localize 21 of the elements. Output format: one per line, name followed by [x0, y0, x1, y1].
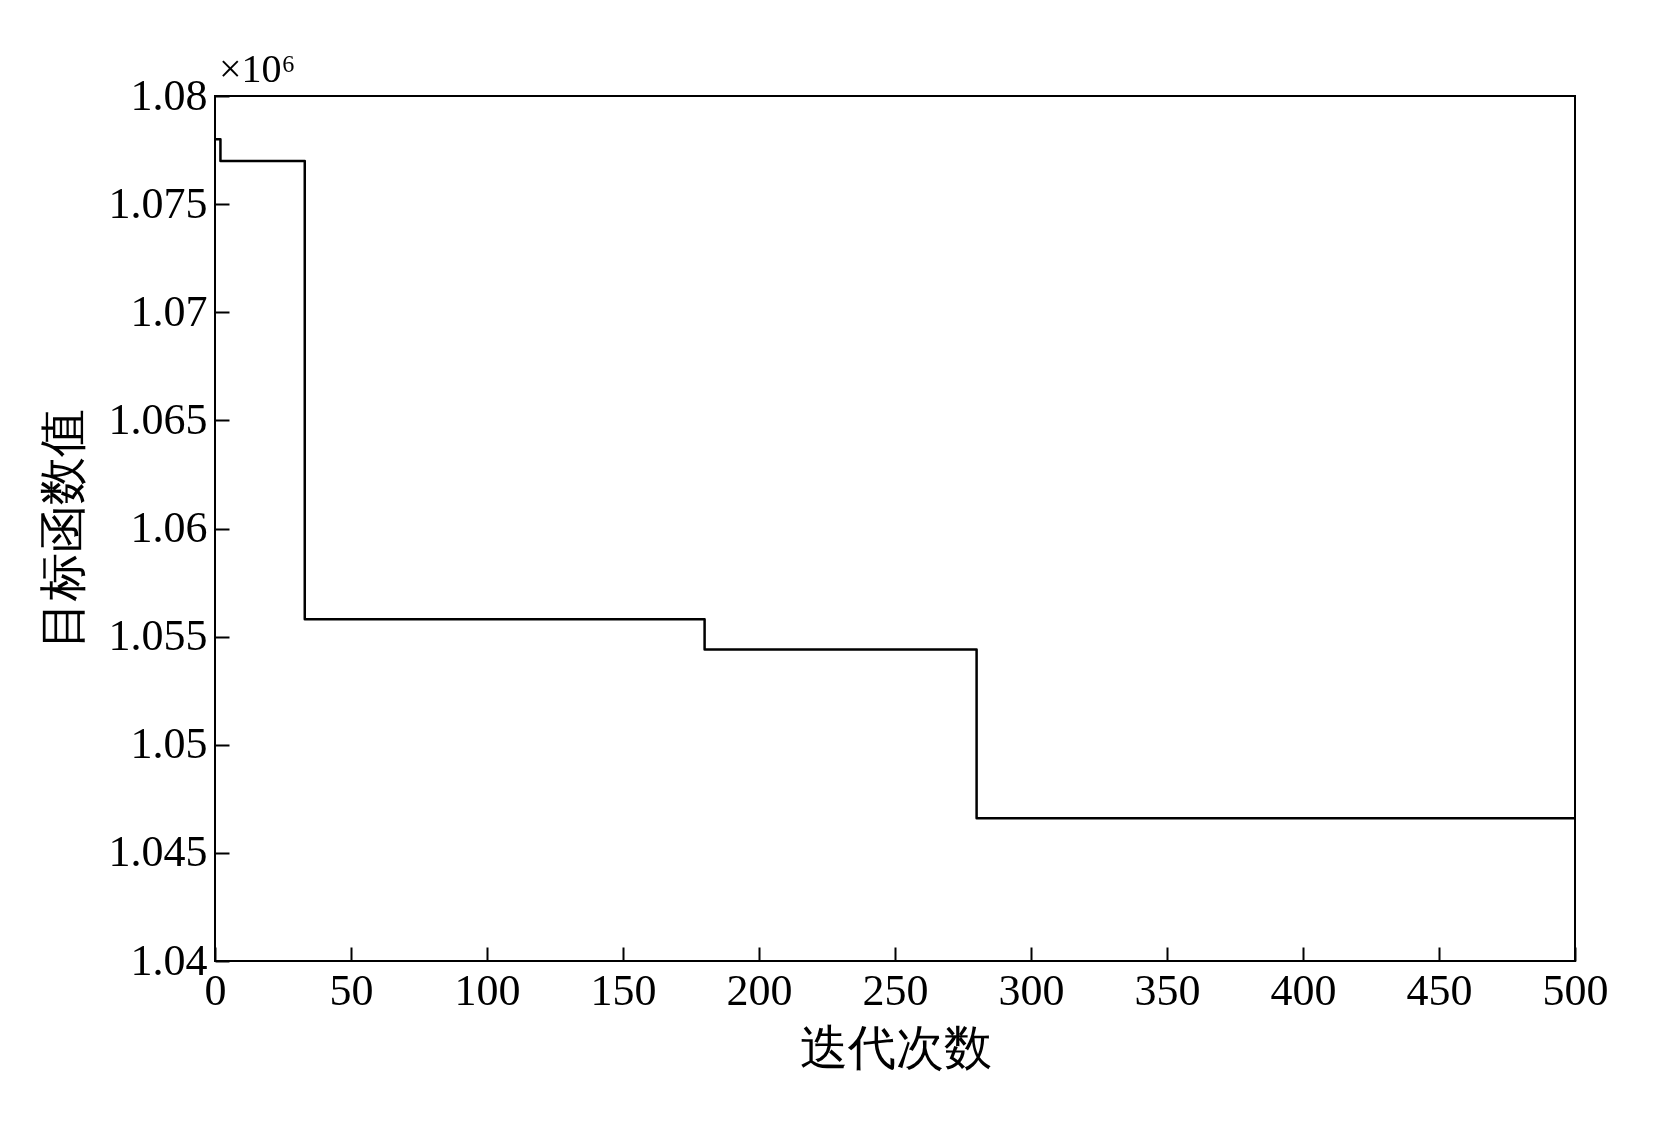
x-tick-label: 450: [1406, 965, 1473, 1015]
x-tick-label: 200: [726, 965, 793, 1015]
y-tick-label: 1.08: [130, 70, 208, 120]
y-tick-label: 1.075: [108, 178, 208, 228]
y-tick-label: 1.05: [130, 719, 208, 769]
x-tick-label: 500: [1542, 965, 1609, 1015]
y-tick-label: 1.045: [108, 827, 208, 877]
x-tick-label: 100: [454, 965, 521, 1015]
y-axis-title: 目标函数值: [35, 409, 89, 649]
text: ×10⁶: [219, 46, 296, 91]
x-axis-title: 迭代次数: [799, 1020, 992, 1074]
x-tick-label: 250: [862, 965, 929, 1015]
y-tick-label: 1.055: [108, 611, 208, 661]
y-tick-label: 1.065: [108, 394, 208, 444]
x-tick-label: 300: [998, 965, 1065, 1015]
y-tick-label: 1.07: [130, 286, 208, 336]
x-tick-label: 50: [329, 965, 374, 1015]
x-tick-label: 150: [590, 965, 657, 1015]
x-tick-label: 400: [1270, 965, 1337, 1015]
y-tick-label: 1.06: [130, 503, 208, 552]
x-tick-label: 350: [1134, 965, 1201, 1015]
